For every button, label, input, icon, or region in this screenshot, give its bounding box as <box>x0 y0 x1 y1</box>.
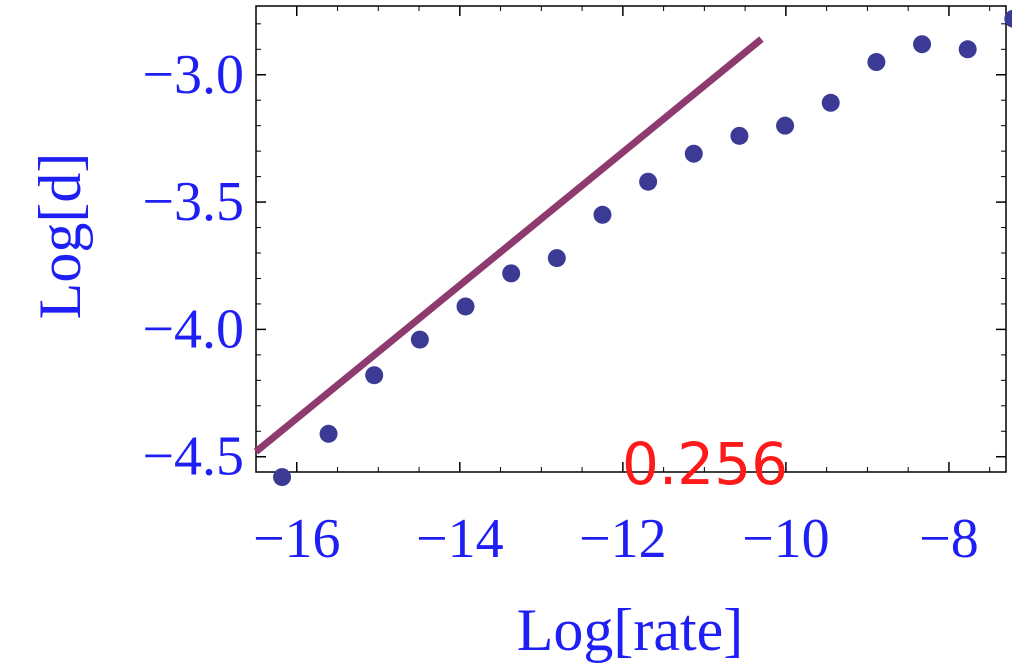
y-tick-label: −3.5 <box>142 171 244 233</box>
y-tick-label: −3.0 <box>142 44 244 106</box>
x-tick-label: −12 <box>579 508 667 570</box>
data-point <box>639 172 658 191</box>
data-point <box>684 144 703 163</box>
y-tick-label: −4.5 <box>142 426 244 488</box>
x-tick-label: −10 <box>742 508 830 570</box>
data-point <box>593 205 612 224</box>
x-tick-label: −8 <box>919 508 979 570</box>
data-point <box>867 53 886 72</box>
x-tick-label: −16 <box>253 508 341 570</box>
data-point <box>456 297 475 316</box>
tick-marks-group <box>256 6 1006 472</box>
data-point <box>776 116 795 135</box>
y-tick-label: −4.0 <box>142 298 244 360</box>
data-point <box>410 330 429 349</box>
data-point <box>547 249 566 268</box>
tick-labels-group: −16 −14 −12 −10 −8 −3.0 −3.5 −4.0 −4.5 <box>142 44 978 570</box>
x-tick-label: −14 <box>416 508 504 570</box>
data-point <box>502 264 521 283</box>
plot-frame-group <box>255 5 1007 473</box>
data-point <box>273 468 292 487</box>
data-point <box>1004 9 1012 28</box>
fit-line-group <box>253 36 764 455</box>
data-point <box>958 40 977 59</box>
data-point <box>821 93 840 112</box>
x-axis-label: Log[rate] <box>517 597 744 663</box>
y-axis-label: Log[d] <box>27 153 93 320</box>
data-points-group <box>273 9 1012 487</box>
annotation-value: 0.256 <box>622 430 788 498</box>
plot-frame <box>255 5 1007 473</box>
fit-line <box>253 36 764 455</box>
data-point <box>319 424 338 443</box>
data-point <box>913 35 932 54</box>
data-point <box>730 126 749 145</box>
data-point <box>365 366 384 385</box>
